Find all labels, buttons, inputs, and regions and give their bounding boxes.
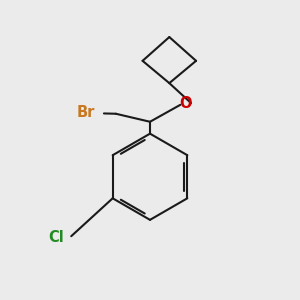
Text: Cl: Cl: [48, 230, 64, 245]
Text: Br: Br: [76, 105, 95, 120]
Text: O: O: [179, 96, 192, 111]
